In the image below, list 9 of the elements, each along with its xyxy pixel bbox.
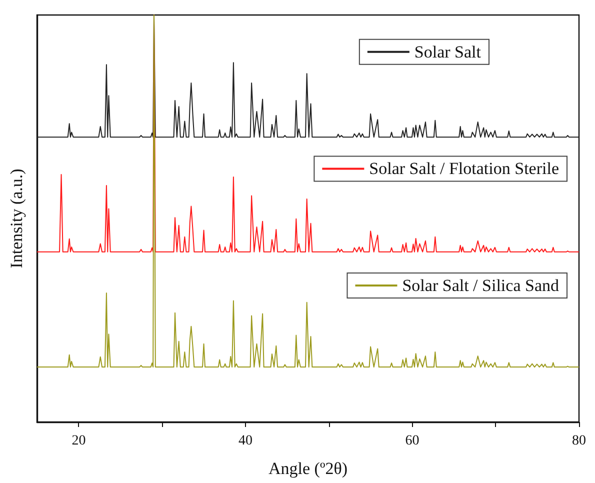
x-tick-label: 60 bbox=[405, 434, 420, 448]
legend-label: Solar Salt / Flotation Sterile bbox=[369, 159, 560, 178]
x-tick-label: 20 bbox=[72, 434, 86, 448]
x-tick-label: 80 bbox=[572, 434, 586, 448]
legend-label: Solar Salt bbox=[414, 42, 482, 62]
legend-label: Solar Salt / Silica Sand bbox=[402, 276, 560, 296]
y-axis-title: Intensity (a.u.) bbox=[7, 168, 26, 268]
x-axis-title: Angle (º2θ) bbox=[268, 459, 348, 478]
x-tick-label: 40 bbox=[238, 434, 252, 448]
